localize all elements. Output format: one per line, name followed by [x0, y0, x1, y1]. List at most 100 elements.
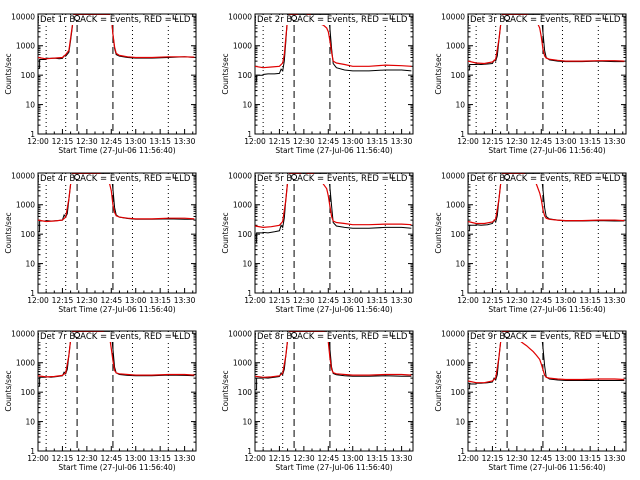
- x-tick-label: 12:30: [506, 454, 528, 463]
- x-tick-label: 13:00: [125, 296, 147, 305]
- y-tick-label: 1000: [233, 42, 252, 51]
- x-tick-label: 12:45: [317, 137, 339, 146]
- y-axis-label: Counts/sec: [221, 370, 230, 411]
- panel-title: Det 1r BLACK = Events, RED = LLD: [40, 15, 191, 25]
- x-axis-label: Start Time (27-Jul-06 11:56:40): [58, 146, 175, 155]
- x-tick-label: 12:45: [317, 454, 339, 463]
- x-tick-label: 12:00: [27, 137, 49, 146]
- panel-title: Det 9r BLACK = Events, RED = LLD: [470, 332, 621, 342]
- y-tick-label: 10000: [11, 171, 35, 180]
- x-axis-label: Start Time (27-Jul-06 11:56:40): [58, 463, 175, 472]
- y-tick-label: 10000: [228, 171, 252, 180]
- panel-title-background: [256, 174, 409, 184]
- panel-title-background: [469, 15, 622, 25]
- y-tick-label: 100: [238, 388, 253, 397]
- panel-title: Det 2r BLACK = Events, RED = LLD: [257, 15, 408, 25]
- panel-title: Det 4r BLACK = Events, RED = LLD: [40, 174, 191, 184]
- series-line-lld: [467, 331, 625, 384]
- x-tick-label: 13:15: [366, 296, 388, 305]
- x-tick-label: 13:00: [125, 454, 147, 463]
- x-tick-label: 13:30: [604, 137, 626, 146]
- y-tick-label: 100: [451, 71, 466, 80]
- x-tick-label: 13:30: [391, 296, 413, 305]
- plot-frame: [467, 330, 627, 452]
- y-tick-label: 10: [455, 260, 465, 269]
- y-tick-label: 100: [451, 230, 466, 239]
- x-tick-label: 12:00: [244, 137, 266, 146]
- y-tick-label: 1: [460, 130, 465, 139]
- x-axis-label: Start Time (27-Jul-06 11:56:40): [488, 146, 605, 155]
- plot-frame: [37, 172, 197, 294]
- y-tick-label: 1: [30, 289, 35, 298]
- x-tick-label: 12:45: [530, 137, 552, 146]
- x-tick-label: 12:30: [76, 296, 98, 305]
- x-tick-label: 12:00: [244, 296, 266, 305]
- peak-marker-circle: [291, 174, 298, 180]
- panel-2: 12:00 12:15 12:30 12:45 13:00 13:15 13:30 1 10 10…: [221, 12, 414, 155]
- x-tick-label: 13:30: [391, 454, 413, 463]
- y-axis-label: Counts/sec: [434, 53, 443, 94]
- plot-frame: [467, 172, 627, 294]
- y-tick-label: 10000: [228, 12, 252, 21]
- corner-marker: [172, 332, 179, 337]
- peak-marker-circle: [291, 15, 298, 21]
- x-tick-label: 12:15: [269, 137, 291, 146]
- corner-marker: [172, 15, 179, 20]
- x-tick-label: 12:15: [482, 137, 504, 146]
- y-tick-label: 1000: [446, 201, 465, 210]
- panel-9: 12:00 12:15 12:30 12:45 13:00 13:15 13:30 1 10 10…: [434, 329, 627, 472]
- y-axis-label: Counts/sec: [4, 370, 13, 411]
- panel-title-background: [39, 332, 192, 342]
- x-tick-label: 13:15: [149, 454, 171, 463]
- y-tick-label: 10: [455, 101, 465, 110]
- y-tick-label: 10: [242, 101, 252, 110]
- plot-frame: [254, 13, 414, 135]
- panel-title-background: [39, 174, 192, 184]
- x-tick-label: 12:15: [482, 454, 504, 463]
- x-axis-label: Start Time (27-Jul-06 11:56:40): [488, 463, 605, 472]
- y-tick-label: 10000: [228, 329, 252, 338]
- x-tick-label: 12:45: [100, 137, 122, 146]
- y-tick-label: 10: [25, 260, 35, 269]
- y-tick-label: 100: [21, 230, 36, 239]
- y-tick-label: 10: [242, 418, 252, 427]
- panel-title: Det 7r BLACK = Events, RED = LLD: [40, 332, 191, 342]
- x-tick-label: 13:15: [579, 137, 601, 146]
- y-tick-label: 1000: [233, 359, 252, 368]
- y-tick-label: 1000: [446, 42, 465, 51]
- x-tick-label: 12:00: [244, 454, 266, 463]
- x-axis-label: Start Time (27-Jul-06 11:56:40): [488, 305, 605, 314]
- panel-title: Det 5r BLACK = Events, RED = LLD: [257, 174, 408, 184]
- x-tick-label: 13:00: [555, 296, 577, 305]
- x-tick-label: 13:00: [342, 137, 364, 146]
- panel-3: 12:00 12:15 12:30 12:45 13:00 13:15 13:30 1 10 10…: [434, 12, 627, 155]
- y-tick-label: 1: [460, 289, 465, 298]
- x-tick-label: 13:15: [579, 296, 601, 305]
- x-tick-label: 12:45: [530, 296, 552, 305]
- x-tick-label: 12:15: [52, 296, 74, 305]
- corner-marker: [602, 332, 609, 337]
- x-axis-label: Start Time (27-Jul-06 11:56:40): [275, 305, 392, 314]
- x-axis-label: Start Time (27-Jul-06 11:56:40): [58, 305, 175, 314]
- y-tick-label: 1000: [16, 201, 35, 210]
- plot-frame: [37, 13, 197, 135]
- peak-marker-circle: [504, 15, 511, 21]
- x-tick-label: 12:30: [293, 296, 315, 305]
- x-tick-label: 12:45: [100, 296, 122, 305]
- y-tick-label: 100: [451, 388, 466, 397]
- panel-title-background: [39, 15, 192, 25]
- panel-7: 12:00 12:15 12:30 12:45 13:00 13:15 13:30 1 10 10…: [4, 329, 197, 472]
- peak-marker-circle: [74, 174, 81, 180]
- y-tick-label: 10: [25, 101, 35, 110]
- y-tick-label: 10: [242, 260, 252, 269]
- peak-marker-circle: [74, 15, 81, 21]
- panel-1: 12:00 12:15 12:30 12:45 13:00 13:15 13:30 1 10 10…: [4, 12, 197, 155]
- plot-frame: [254, 330, 414, 452]
- panel-title-background: [256, 15, 409, 25]
- x-tick-label: 12:45: [317, 296, 339, 305]
- x-tick-label: 13:00: [555, 454, 577, 463]
- x-axis-label: Start Time (27-Jul-06 11:56:40): [275, 463, 392, 472]
- peak-marker-circle: [74, 332, 81, 338]
